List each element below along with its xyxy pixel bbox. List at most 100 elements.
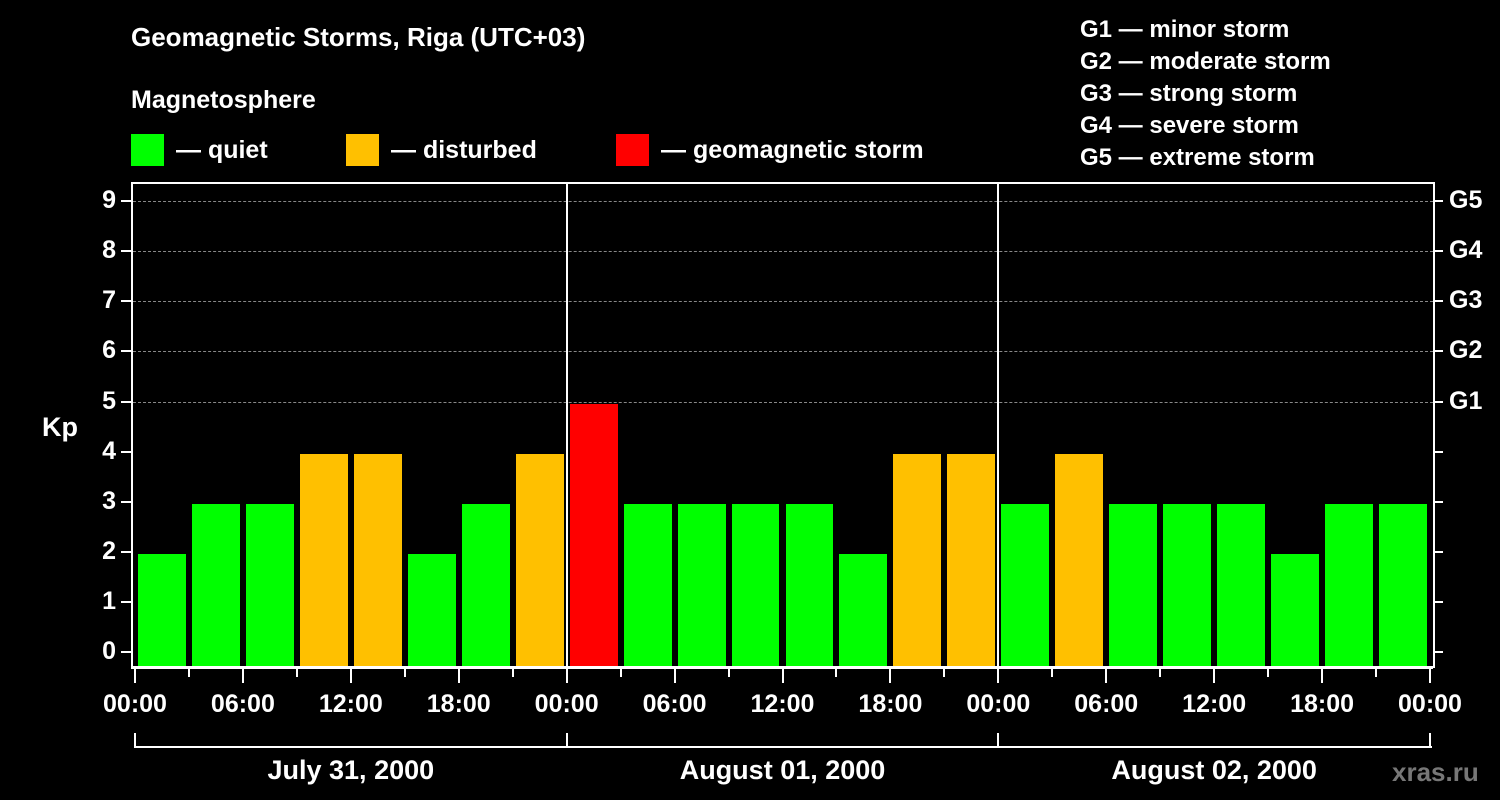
kp-bar [785, 503, 834, 668]
plot-area [131, 182, 1435, 668]
y-tick [121, 300, 131, 303]
day-bracket [134, 746, 1432, 748]
legend-storm: — geomagnetic storm [616, 134, 924, 166]
x-tick-label: 00:00 [1398, 690, 1462, 718]
g-legend-item: G2 — moderate storm [1080, 48, 1331, 75]
g-scale-label: G4 [1449, 236, 1483, 265]
legend-disturbed-label: — disturbed [391, 135, 537, 164]
x-tick [889, 669, 892, 683]
y-tick [121, 250, 131, 253]
kp-bar [1379, 503, 1427, 668]
right-y-tick [1433, 200, 1443, 203]
kp-bar [245, 503, 294, 668]
watermark: xras.ru [1392, 757, 1479, 787]
right-y-tick [1433, 550, 1443, 553]
kp-bar [623, 503, 672, 668]
x-tick [835, 669, 838, 677]
g-legend-item: G3 — strong storm [1080, 80, 1298, 107]
kp-bar [191, 503, 240, 668]
kp-bar [299, 453, 348, 668]
kp-bar [569, 403, 618, 668]
x-tick-label: 12:00 [1182, 690, 1247, 718]
legend-quiet: — quiet [131, 134, 268, 166]
x-tick-label: 18:00 [858, 690, 923, 718]
g-scale-legend: G1 — minor storm G2 — moderate storm G3 … [1080, 14, 1331, 174]
x-tick [457, 669, 460, 683]
chart-title: Geomagnetic Storms, Riga (UTC+03) [131, 22, 586, 52]
x-tick-label: 06:00 [1074, 690, 1139, 718]
y-tick [121, 600, 131, 603]
x-axis-line [131, 666, 1433, 669]
grid-line [133, 251, 1433, 253]
disturbed-swatch-icon [346, 134, 379, 166]
right-y-tick [1433, 400, 1443, 403]
day-separator [565, 184, 568, 668]
x-tick [1105, 669, 1108, 683]
kp-bar [947, 453, 996, 668]
x-tick [943, 669, 946, 677]
x-tick [1375, 669, 1378, 677]
day-label: August 02, 2000 [1111, 755, 1317, 785]
y-tick [121, 450, 131, 453]
g-scale-label: G5 [1449, 186, 1483, 215]
y-tick-label: 3 [102, 486, 116, 515]
x-tick [1159, 669, 1162, 677]
day-bracket-tick [134, 733, 136, 747]
y-tick [121, 500, 131, 503]
y-tick [121, 200, 131, 203]
x-tick [349, 669, 352, 683]
day-label: August 01, 2000 [679, 755, 886, 785]
right-y-tick [1433, 651, 1443, 653]
y-axis-label: Kp [42, 412, 78, 442]
x-tick [997, 669, 1000, 683]
grid-line [133, 201, 1433, 203]
g-legend-item: G4 — severe storm [1080, 112, 1299, 139]
g-scale-label: G1 [1449, 386, 1483, 415]
day-bracket-tick [997, 733, 1000, 747]
chart-subtitle: Magnetosphere [131, 86, 316, 114]
x-tick [134, 669, 136, 683]
kp-bar [461, 503, 510, 668]
y-tick [121, 400, 131, 403]
kp-bar [1109, 503, 1158, 668]
grid-line [133, 401, 1433, 403]
x-tick-label: 12:00 [750, 690, 815, 718]
kp-bar [353, 453, 402, 668]
g-legend-item: G5 — extreme storm [1080, 144, 1315, 171]
day-bracket-tick [1429, 733, 1431, 747]
legend-storm-label: — geomagnetic storm [661, 135, 924, 164]
y-tick-label: 0 [102, 637, 116, 665]
x-tick [1267, 669, 1270, 677]
x-tick-label: 00:00 [534, 690, 599, 718]
kp-bar [407, 553, 456, 668]
kp-bar [515, 453, 564, 668]
x-tick [565, 669, 568, 683]
x-tick [241, 669, 244, 683]
kp-bar [1271, 553, 1320, 668]
quiet-swatch-icon [131, 134, 164, 166]
x-tick [1051, 669, 1054, 677]
legend-quiet-label: — quiet [176, 135, 268, 164]
x-tick [511, 669, 514, 677]
kp-bar [893, 453, 942, 668]
x-tick-label: 06:00 [642, 690, 707, 718]
right-y-tick [1433, 300, 1443, 303]
x-tick-label: 00:00 [103, 690, 167, 718]
y-tick-label: 4 [102, 436, 116, 465]
x-tick-label: 12:00 [318, 690, 383, 718]
x-tick-label: 00:00 [966, 690, 1031, 718]
x-tick [1213, 669, 1216, 683]
x-tick [673, 669, 676, 683]
right-y-tick [1433, 450, 1443, 453]
x-tick [187, 669, 190, 677]
y-tick [121, 350, 131, 353]
y-tick-label: 7 [102, 286, 116, 315]
kp-bar [1055, 453, 1104, 668]
y-tick [121, 550, 131, 553]
x-tick [619, 669, 622, 677]
x-tick-label: 18:00 [1290, 690, 1355, 718]
kp-bar [138, 553, 186, 668]
y-tick-label: 1 [102, 586, 116, 615]
kp-bar [1001, 503, 1050, 668]
y-tick-label: 9 [102, 186, 116, 215]
